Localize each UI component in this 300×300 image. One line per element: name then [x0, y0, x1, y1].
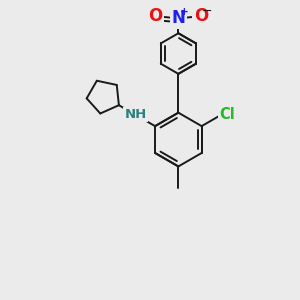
Text: +: +	[180, 7, 189, 17]
Text: O: O	[148, 7, 162, 25]
Text: N: N	[171, 9, 185, 27]
Text: O: O	[194, 7, 208, 25]
Text: NH: NH	[124, 108, 147, 121]
Text: Cl: Cl	[219, 107, 235, 122]
Text: −: −	[202, 4, 212, 18]
